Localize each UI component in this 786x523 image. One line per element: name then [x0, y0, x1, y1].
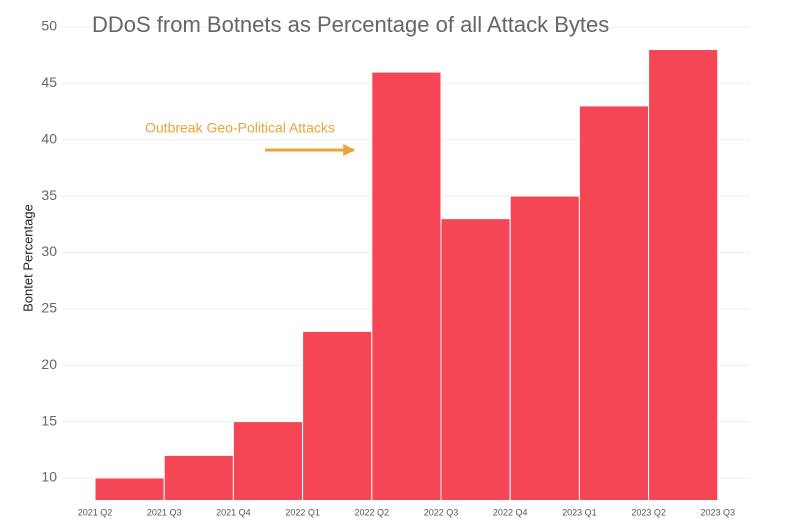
x-tick-label: 2021 Q3: [147, 507, 182, 517]
x-tick-label: 2021 Q2: [78, 507, 113, 517]
y-tick-label: 20: [41, 356, 57, 372]
x-tick-label: 2022 Q4: [493, 507, 528, 517]
bar: [578, 105, 650, 501]
bar: [94, 477, 165, 502]
y-tick-label: 45: [41, 74, 57, 90]
bar: [440, 218, 511, 502]
chart-title: DDoS from Botnets as Percentage of all A…: [92, 12, 609, 37]
bar: [509, 195, 580, 501]
y-axis-label: Bontet Percentage: [20, 204, 35, 312]
y-tick-label: 15: [41, 412, 57, 428]
annotation: Outbreak Geo-Political Attacks: [145, 120, 335, 136]
x-tick-label: 2021 Q4: [216, 507, 251, 517]
x-tick-label: 2023 Q2: [631, 507, 666, 517]
y-tick-label: 40: [41, 130, 57, 146]
y-tick-label: 10: [41, 469, 57, 485]
y-tick-label: 25: [41, 300, 57, 316]
bar: [232, 421, 304, 501]
x-tick-label: 2023 Q3: [701, 507, 736, 517]
y-tick-label: 30: [41, 243, 57, 259]
bars: [94, 49, 719, 502]
bar: [302, 330, 373, 501]
bar: [163, 454, 234, 501]
y-tick-label: 50: [41, 18, 57, 34]
bar: [371, 71, 442, 502]
x-tick-label: 2022 Q2: [355, 507, 390, 517]
bar: [648, 49, 719, 501]
x-tick-label: 2023 Q1: [562, 507, 597, 517]
x-tick-label: 2022 Q1: [285, 507, 320, 517]
y-tick-label: 35: [41, 187, 57, 203]
x-tick-label: 2022 Q3: [424, 507, 459, 517]
